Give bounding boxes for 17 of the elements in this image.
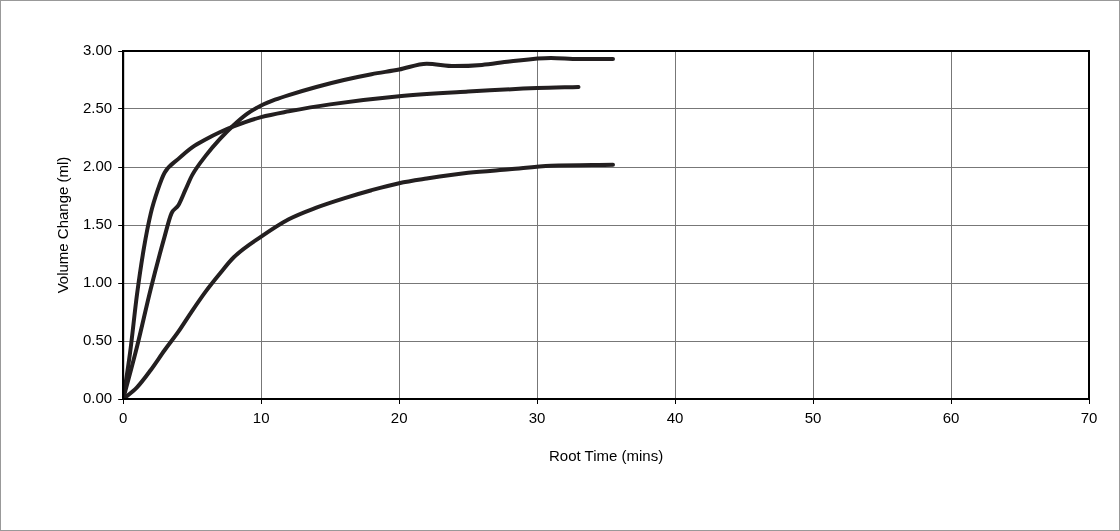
y-tick-label: 1.00: [82, 273, 113, 291]
x-tick-label: 10: [252, 409, 270, 427]
x-tick-label: 40: [666, 409, 684, 427]
y-tick-label: 3.00: [82, 41, 113, 59]
x-tick-label: 70: [1080, 409, 1098, 427]
x-tick-label: 50: [804, 409, 822, 427]
y-tick-label: 0.00: [82, 389, 113, 407]
y-tick-label: 2.00: [82, 157, 113, 175]
x-tick-label: 30: [528, 409, 546, 427]
x-tick-label: 60: [942, 409, 960, 427]
y-axis-title: Volume Change (ml): [54, 156, 72, 294]
y-tick-label: 2.50: [82, 99, 113, 117]
x-axis-title: Root Time (mins): [549, 447, 664, 465]
x-tick-label: 20: [390, 409, 408, 427]
x-tick-label: 0: [119, 409, 128, 427]
y-tick-label: 0.50: [82, 331, 113, 349]
y-tick-label: 1.50: [82, 215, 113, 233]
